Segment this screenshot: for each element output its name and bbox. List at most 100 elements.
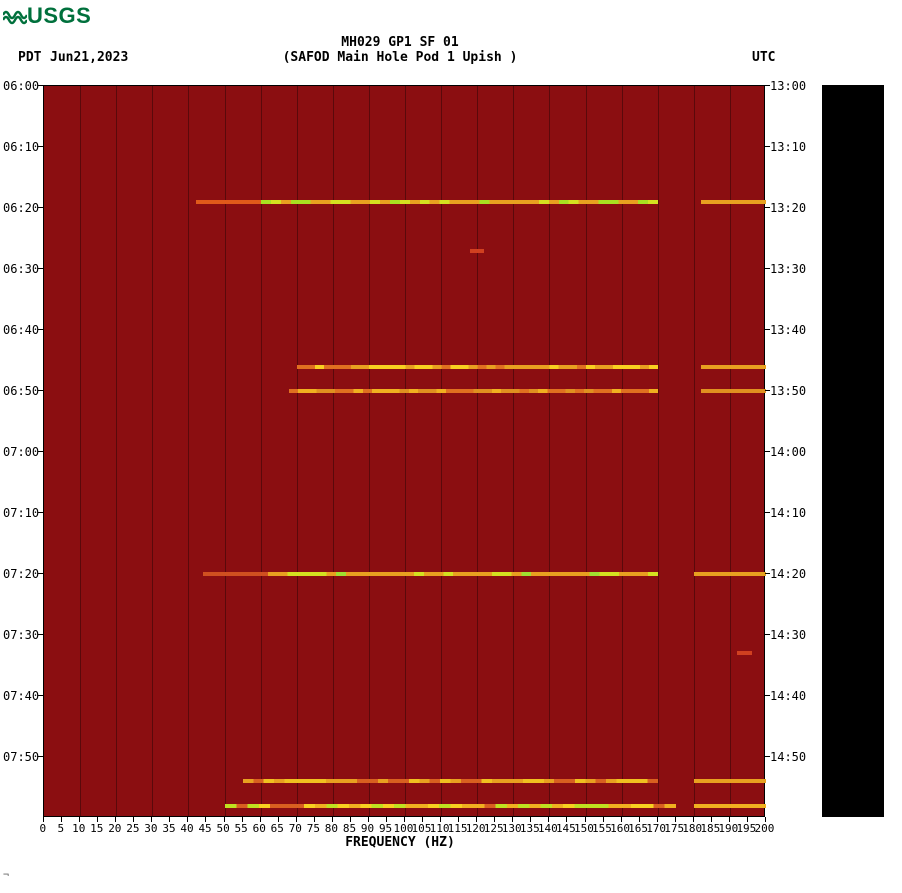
y-tickmark-right <box>765 329 770 330</box>
y-tickmark-left <box>38 390 43 391</box>
gridline <box>152 86 153 816</box>
signal-band <box>203 572 268 576</box>
gridline <box>441 86 442 816</box>
right-time-tick: 14:10 <box>770 506 806 520</box>
signal-band <box>694 779 766 783</box>
left-time-tick: 06:10 <box>3 140 39 154</box>
signal-band <box>694 804 766 808</box>
left-time-tick: 06:50 <box>3 384 39 398</box>
x-tick-label: 10 <box>72 822 85 835</box>
gridline <box>586 86 587 816</box>
x-tick-label: 95 <box>379 822 392 835</box>
y-tickmark-left <box>38 573 43 574</box>
left-time-tick: 07:40 <box>3 689 39 703</box>
x-tick-label: 150 <box>574 822 594 835</box>
x-tick-label: 145 <box>556 822 576 835</box>
wave-icon <box>3 8 27 26</box>
gridline <box>369 86 370 816</box>
right-time-tick: 14:00 <box>770 445 806 459</box>
x-tick-label: 65 <box>271 822 284 835</box>
x-tick-label: 195 <box>736 822 756 835</box>
y-tickmark-right <box>765 390 770 391</box>
x-tick-label: 85 <box>343 822 356 835</box>
gridline <box>116 86 117 816</box>
right-time-tick: 13:30 <box>770 262 806 276</box>
y-tickmark-right <box>765 85 770 86</box>
gridline <box>622 86 623 816</box>
x-tick-label: 55 <box>235 822 248 835</box>
x-tick-label: 25 <box>126 822 139 835</box>
left-time-tick: 07:00 <box>3 445 39 459</box>
y-tickmark-right <box>765 146 770 147</box>
gridline <box>333 86 334 816</box>
gridline <box>694 86 695 816</box>
x-tick-label: 155 <box>592 822 612 835</box>
y-tickmark-left <box>38 329 43 330</box>
signal-band <box>261 200 658 204</box>
y-tickmark-right <box>765 634 770 635</box>
left-time-tick: 06:40 <box>3 323 39 337</box>
gridline <box>477 86 478 816</box>
y-tickmark-left <box>38 146 43 147</box>
y-tickmark-right <box>765 512 770 513</box>
x-tick-label: 185 <box>700 822 720 835</box>
x-tick-label: 165 <box>628 822 648 835</box>
x-tick-label: 60 <box>253 822 266 835</box>
y-tickmark-right <box>765 451 770 452</box>
signal-band <box>701 200 766 204</box>
x-tick-label: 50 <box>217 822 230 835</box>
left-time-tick: 07:10 <box>3 506 39 520</box>
logo-text: USGS <box>27 3 91 28</box>
x-tick-label: 120 <box>466 822 486 835</box>
gridline <box>549 86 550 816</box>
left-time-tick: 06:20 <box>3 201 39 215</box>
x-tick-label: 110 <box>430 822 450 835</box>
right-time-tick: 13:20 <box>770 201 806 215</box>
signal-band <box>225 804 676 808</box>
x-tick-label: 190 <box>718 822 738 835</box>
gridline <box>297 86 298 816</box>
y-tickmark-left <box>38 512 43 513</box>
usgs-logo: USGS <box>3 3 91 29</box>
signal-band <box>470 249 484 253</box>
gridline <box>658 86 659 816</box>
signal-band <box>694 572 766 576</box>
x-tick-label: 20 <box>108 822 121 835</box>
gridline <box>730 86 731 816</box>
y-tickmark-left <box>38 85 43 86</box>
x-tick-label: 45 <box>198 822 211 835</box>
x-tick-label: 170 <box>646 822 666 835</box>
y-tickmark-right <box>765 756 770 757</box>
x-tick-label: 90 <box>361 822 374 835</box>
gridline <box>513 86 514 816</box>
signal-band <box>701 389 766 393</box>
left-time-tick: 07:50 <box>3 750 39 764</box>
right-time-tick: 13:40 <box>770 323 806 337</box>
y-tickmark-right <box>765 268 770 269</box>
x-tick-label: 30 <box>144 822 157 835</box>
y-tickmark-left <box>38 207 43 208</box>
signal-band <box>243 779 658 783</box>
y-tickmark-left <box>38 695 43 696</box>
x-tick-label: 35 <box>162 822 175 835</box>
x-tick-label: 70 <box>289 822 302 835</box>
signal-band <box>289 389 657 393</box>
colorbar <box>822 85 884 817</box>
x-tick-label: 0 <box>40 822 47 835</box>
right-timezone-label: UTC <box>752 50 775 65</box>
right-time-tick: 14:30 <box>770 628 806 642</box>
x-tick-label: 135 <box>520 822 540 835</box>
x-tick-label: 200 <box>755 822 775 835</box>
spectrogram-plot <box>43 85 765 817</box>
left-time-tick: 06:30 <box>3 262 39 276</box>
x-tick-label: 5 <box>58 822 65 835</box>
y-tickmark-left <box>38 268 43 269</box>
y-tickmark-right <box>765 207 770 208</box>
right-time-tick: 14:40 <box>770 689 806 703</box>
date-label: Jun21,2023 <box>50 50 128 65</box>
x-tick-label: 125 <box>484 822 504 835</box>
x-tick-label: 175 <box>664 822 684 835</box>
x-tick-label: 140 <box>538 822 558 835</box>
right-time-tick: 13:50 <box>770 384 806 398</box>
signal-band <box>701 365 766 369</box>
